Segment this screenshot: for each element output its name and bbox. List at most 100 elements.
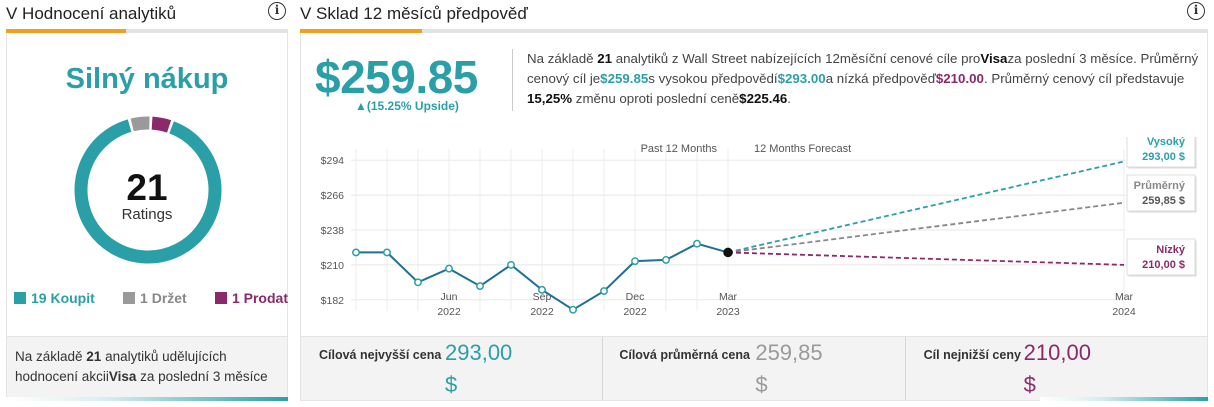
legend-buy: 19 Koupit [14,290,95,306]
forecast-card: $259.85 ▲(15.25% Upside) Na základě 21 a… [300,33,1208,336]
history-point [600,287,608,296]
forecast-line-vysoký [727,160,1125,254]
buy-swatch [14,292,26,304]
history-point [631,257,639,266]
sell-swatch [214,292,227,304]
target-high-currency: $ [445,372,458,397]
forecast-label-value: 210,00 $ [1142,259,1185,271]
target-high-label: Cílová nejvyšší cena [319,348,442,362]
forecast-label-value: 293,00 $ [1142,151,1185,163]
summary-text: a nízká předpověď [825,71,936,86]
x-tick-month: Dec [626,291,645,303]
history-point [383,248,391,257]
footer-text-3: za poslední 3 měsíce [136,369,268,384]
summary-text: změnu oproti poslední ceně [572,91,740,106]
average-price-target: $259.85 [315,51,478,103]
target-low-currency: $ [1023,372,1036,397]
forecast-summary: Na základě 21 analytiků z Wall Street na… [527,49,1201,109]
target-low-label: Cíl nejnižší ceny [923,348,1021,362]
ratings-panel-title: V Hodnocení analytiků [6,4,177,23]
summary-text: Na základě [527,51,598,66]
forecast-label-vysoký: Vysoký 293,00 $ [1126,137,1197,169]
summary-change: 15,25% [527,91,573,106]
target-high: Cílová nejvyšší cena 293,00 $ [301,337,604,400]
x-tick-month: Mar [719,291,738,303]
summary-analyst-count: 21 [597,51,613,66]
y-tick-label: $210 [321,260,345,272]
x-tick-month: Mar [1115,291,1134,303]
forecast-label-name: Nízký [1156,244,1186,256]
x-tick-year: 2023 [716,306,740,318]
history-point [445,264,453,273]
legend-hold: 1 Držet [123,290,187,306]
forecast-label-name: Průměrný [1134,180,1186,192]
summary-text: s vysokou předpovědí [648,71,778,86]
ratings-count-label: Ratings [121,206,173,223]
price-targets-footer: Cílová nejvyšší cena 293,00 $ Cílová prů… [300,336,1208,401]
donut-segment-buy [74,119,222,264]
legend-sell: 1 Prodat [214,290,288,306]
target-average-currency: $ [755,372,768,397]
info-icon[interactable]: i [268,2,286,20]
summary-text: . Průměrný cenový cíl představuje [983,71,1185,86]
forecast-line-nízký [727,251,1125,266]
tab-accent [6,29,126,33]
target-average: Cílová průměrná cena 259,85 $ [603,337,906,400]
forecast-label-box [1126,238,1196,276]
hold-swatch [123,292,136,304]
forecast-header: V Sklad 12 měsíců předpověď i [300,0,1208,33]
summary-text: za poslední 3 měsíce. Průměrný cenový cí… [527,51,1199,86]
y-tick-label: $238 [321,225,345,237]
footer-text-2: analytiků udělujících hodnocení akcii [15,349,227,384]
ratings-footer-bar [6,397,288,401]
history-point [507,260,515,269]
summary-text: . [787,91,791,106]
summary-ticker: Visa [980,51,1008,66]
history-point [693,239,701,248]
ratings-footer-text: Na základě 21 analytiků udělujících hodn… [15,347,279,387]
forecast-label-value: 259,85 $ [1142,195,1185,207]
tab-underline [300,29,1208,33]
forecast-label-box [1126,174,1196,212]
tab-underline [6,29,288,33]
y-tick-label: $294 [321,155,345,167]
ratings-donut-chart [74,116,222,264]
x-tick-month: Jun [441,291,458,303]
upside-percentage: ▲(15.25% Upside) [355,99,459,113]
history-point [569,305,577,314]
forecast-label-průměrný: Průměrný 259,85 $ [1126,174,1197,213]
ratings-header: V Hodnocení analytiků i [6,0,288,33]
target-average-label: Cílová průměrná cena [619,348,750,362]
price-forecast-chart: $294 $266 $238 $210 $182 Past 12 Months 12 Mon… [321,137,1197,318]
donut-segment-sell [151,116,172,133]
history-point [476,282,484,291]
y-tick-label: $266 [321,190,345,202]
forecast-label-box [1126,137,1196,168]
info-icon[interactable]: i [1187,2,1205,20]
donut-segment-hold [130,116,150,132]
forecast-line-průměrný [727,201,1125,254]
footer-ticker: Visa [108,369,137,384]
summary-high: $293.00 [777,71,826,86]
forecast-label-nízký: Nízký 210,00 $ [1126,238,1197,277]
y-tick-label: $182 [321,295,345,307]
section-label-forecast: 12 Months Forecast [754,143,851,155]
target-high-value: 293,00 [445,340,513,365]
ratings-footer: Na základě 21 analytiků udělujících hodn… [6,336,288,401]
summary-last-price: $225.46 [739,91,788,106]
history-point [414,278,422,287]
divider [512,49,513,111]
legend-buy-label: 19 Koupit [31,290,95,306]
x-tick-year: 2022 [623,306,647,318]
summary-text: analytiků z Wall Street nabízejících 12m… [612,51,981,66]
ratings-legend: 19 Koupit 1 Držet 1 Prodat [14,290,288,306]
tab-accent [300,29,422,33]
forecast-footer-bar [1040,397,1208,401]
target-average-value: 259,85 [755,340,823,365]
summary-average: $259.85 [600,71,649,86]
consensus-rating: Silný nákup [65,63,229,95]
summary-low: $210.00 [935,71,984,86]
target-low: Cíl nejnižší ceny 210,00 $ [906,337,1207,400]
footer-analyst-count: 21 [86,349,102,364]
history-point [352,248,360,257]
